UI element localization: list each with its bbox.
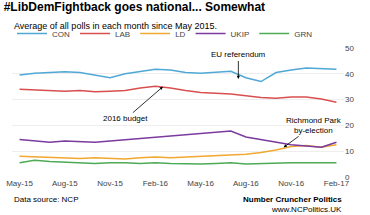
svg-text:Aug-15: Aug-15 [52,179,78,188]
svg-text:40: 40 [345,70,354,79]
svg-text:Feb-17: Feb-17 [324,179,350,188]
svg-text:2016 budget: 2016 budget [103,114,148,123]
svg-text:Nov-16: Nov-16 [278,179,304,188]
svg-text:30: 30 [345,95,354,104]
svg-text:Richmond Parkby-election: Richmond Parkby-election [286,116,342,135]
svg-text:Average of all polls in each m: Average of all polls in each month since… [14,21,217,31]
svg-text:Aug-16: Aug-16 [233,179,259,188]
svg-text:Number Cruncher Politics: Number Cruncher Politics [243,195,342,204]
svg-text:#LibDemFightback goes national: #LibDemFightback goes national... Somewh… [4,0,265,14]
svg-text:May-15: May-15 [6,179,33,188]
svg-text:0: 0 [345,173,350,182]
svg-text:CON: CON [52,30,70,39]
svg-text:Feb-16: Feb-16 [143,179,169,188]
svg-text:LD: LD [175,30,185,39]
svg-text:Nov-15: Nov-15 [97,179,123,188]
svg-text:50: 50 [345,44,354,53]
svg-text:LAB: LAB [115,30,130,39]
svg-text:20: 20 [345,121,354,130]
svg-text:EU referendum: EU referendum [211,50,266,59]
svg-text:UKIP: UKIP [231,30,250,39]
svg-text:May-16: May-16 [187,179,214,188]
svg-text:GRN: GRN [294,30,312,39]
svg-text:www.NCPolitics.UK: www.NCPolitics.UK [271,205,342,214]
svg-text:10: 10 [345,147,354,156]
svg-text:Data source: NCP: Data source: NCP [14,195,78,204]
